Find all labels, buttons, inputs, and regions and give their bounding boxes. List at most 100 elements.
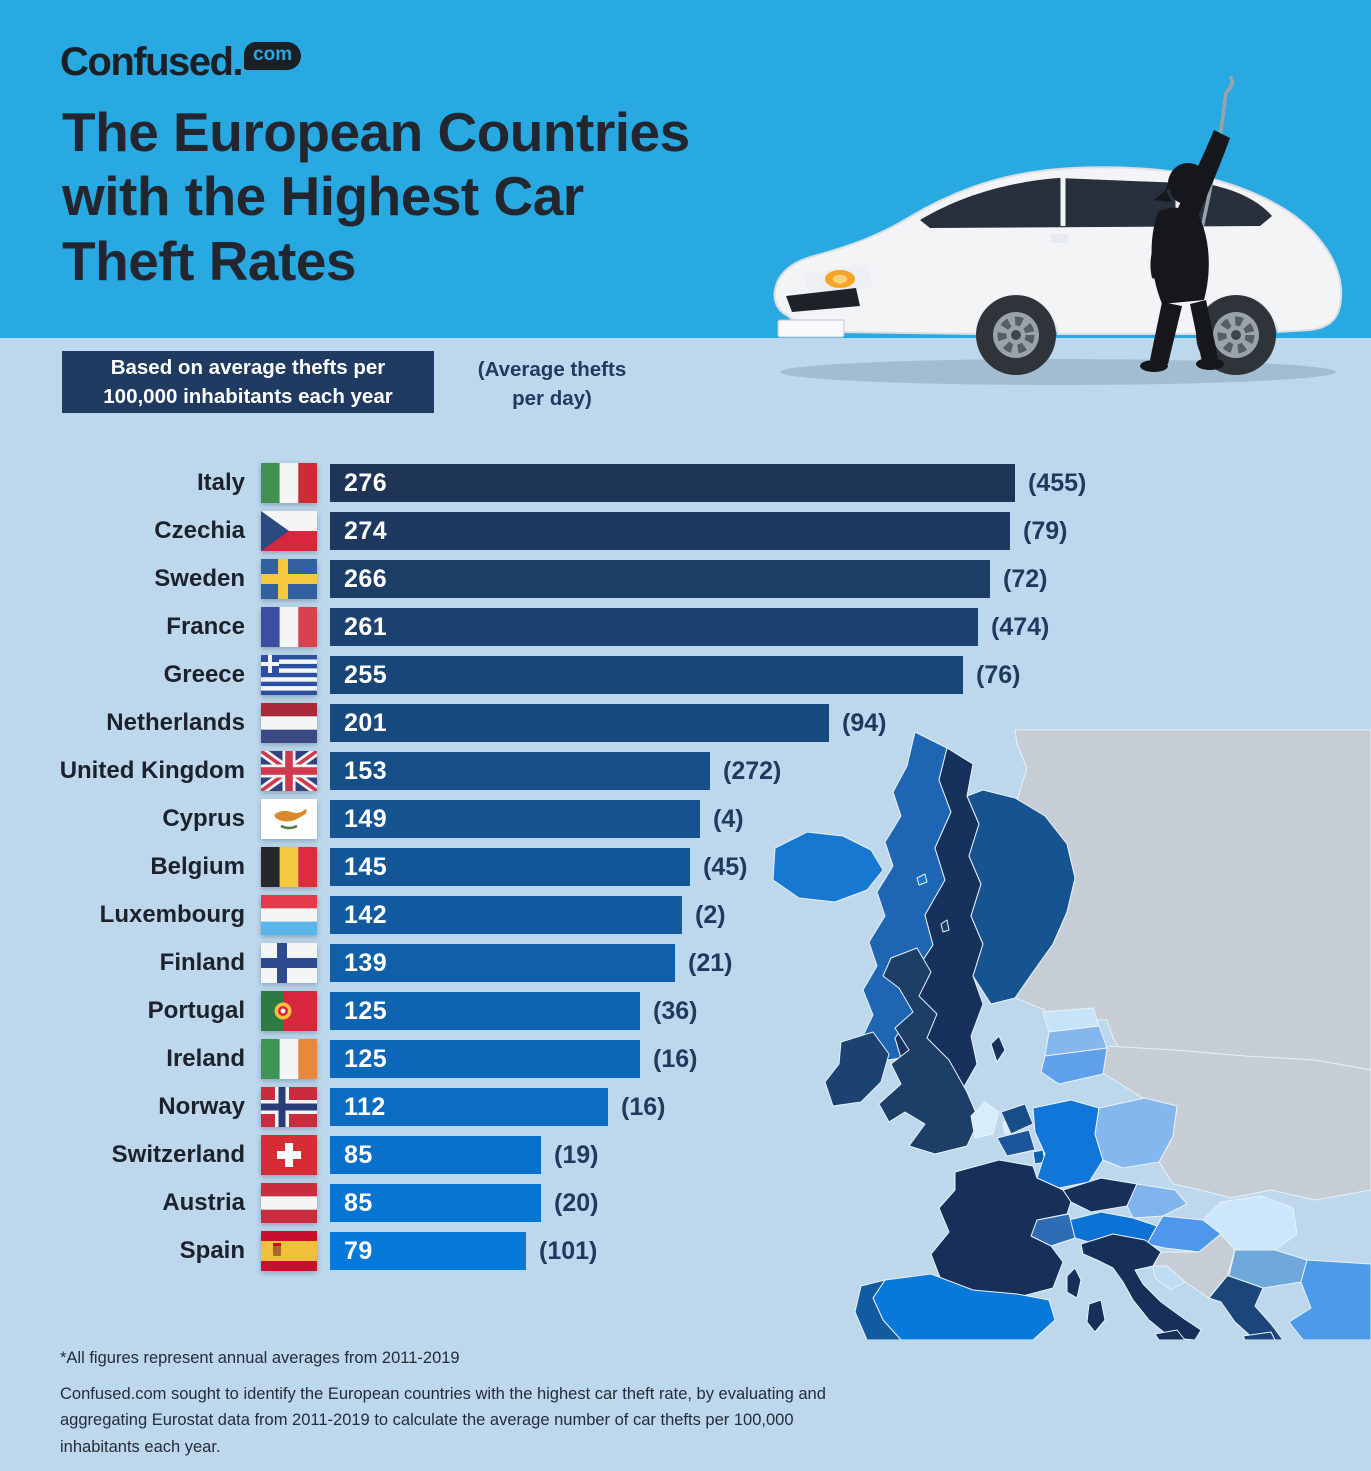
bar-value-label: 145 xyxy=(344,852,388,881)
europe-map xyxy=(772,729,1371,1340)
map-iceland xyxy=(772,831,884,903)
map-lithuania xyxy=(1040,1047,1108,1085)
per-day-label: (19) xyxy=(554,1140,599,1169)
bar-france: 261 xyxy=(330,608,978,646)
map-netherlands xyxy=(1000,1103,1034,1135)
bar-value-label: 266 xyxy=(344,564,388,593)
bar-sweden: 266 xyxy=(330,560,990,598)
map-slovakia xyxy=(1126,1183,1188,1219)
flag-be-icon xyxy=(261,847,317,887)
flag-se-icon xyxy=(261,559,317,599)
chart-row-spain: Spain 79 (101) xyxy=(40,1231,1086,1271)
bar-greece: 255 xyxy=(330,656,963,694)
flag-pt-icon xyxy=(261,991,317,1031)
bar-value-label: 149 xyxy=(344,804,388,833)
per-day-label: (72) xyxy=(1003,564,1048,593)
country-label: Ireland xyxy=(166,1045,245,1072)
bar-norway: 112 xyxy=(330,1088,608,1126)
bar-value-label: 125 xyxy=(344,996,388,1025)
bar-portugal: 125 xyxy=(330,992,640,1030)
chart-row-italy: Italy 276 (455) xyxy=(40,463,1086,503)
car-thief-illustration xyxy=(773,74,1343,385)
per-day-label: (79) xyxy=(1023,516,1068,545)
per-day-note-line-2: per day) xyxy=(512,387,592,411)
map-denmark xyxy=(970,1101,1000,1139)
chart-row-france: France 261 (474) xyxy=(40,607,1086,647)
country-label: Cyprus xyxy=(162,805,245,832)
flag-gr-icon xyxy=(261,655,317,695)
thief-silhouette xyxy=(1140,130,1230,372)
country-label: Austria xyxy=(162,1189,245,1216)
bar-belgium: 145 xyxy=(330,848,690,886)
per-day-label: (45) xyxy=(703,852,748,881)
per-day-label: (455) xyxy=(1028,468,1087,497)
title-line-1: The European Countries xyxy=(62,101,690,163)
flag-cy-icon xyxy=(261,799,317,839)
bar-czechia: 274 xyxy=(330,512,1010,550)
map-belgium xyxy=(996,1129,1036,1157)
title-line-2: with the Highest Car xyxy=(62,165,584,228)
bar-value-label: 142 xyxy=(344,900,388,929)
bar-value-label: 85 xyxy=(344,1188,373,1217)
bar-value-label: 255 xyxy=(344,660,388,689)
per-day-label: (76) xyxy=(976,660,1021,689)
map-crete xyxy=(1242,1331,1276,1340)
page-title: The European Countries with the Highest … xyxy=(62,100,690,293)
map-sardinia xyxy=(1086,1299,1106,1333)
per-day-label: (20) xyxy=(554,1188,599,1217)
slim-jim-hook xyxy=(1224,74,1234,94)
chart-row-finland: Finland 139 (21) xyxy=(40,943,1086,983)
bar-ireland: 125 xyxy=(330,1040,640,1078)
license-plate xyxy=(777,319,845,338)
bar-value-label: 276 xyxy=(344,468,388,497)
chart-row-greece: Greece 255 (76) xyxy=(40,655,1086,695)
chart-row-sweden: Sweden 266 (72) xyxy=(40,559,1086,599)
per-day-label: (2) xyxy=(695,900,726,929)
bar-austria: 85 xyxy=(330,1184,541,1222)
map-france xyxy=(930,1159,1072,1299)
flag-es-icon xyxy=(261,1231,317,1271)
map-portugal xyxy=(854,1279,902,1340)
bar-value-label: 125 xyxy=(344,1044,388,1073)
badge-line-1: Based on average thefts per xyxy=(110,355,386,379)
country-label: Netherlands xyxy=(106,709,245,736)
bar-value-label: 139 xyxy=(344,948,388,977)
bar-switzerland: 85 xyxy=(330,1136,541,1174)
country-label: United Kingdom xyxy=(59,757,245,784)
bar-value-label: 274 xyxy=(344,516,388,545)
footnote-methodology: Confused.com sought to identify the Euro… xyxy=(60,1385,826,1456)
badge-line-2: 100,000 inhabitants each year xyxy=(103,385,393,408)
per-day-label: (101) xyxy=(539,1236,598,1265)
flag-no-icon xyxy=(261,1087,317,1127)
map-corsica xyxy=(1066,1267,1082,1299)
footnote-averages: *All figures represent annual averages f… xyxy=(60,1349,460,1367)
per-day-label: (272) xyxy=(723,756,782,785)
bar-value-label: 85 xyxy=(344,1140,373,1169)
chart-row-netherlands: Netherlands 201 (94) xyxy=(40,703,1086,743)
bar-luxembourg: 142 xyxy=(330,896,682,934)
per-day-note-line-1: (Average thefts xyxy=(477,358,627,381)
bar-chart: Italy 276 (455) Czechia 274 (79) Sweden 266 (72)… xyxy=(40,463,1086,1279)
bar-value-label: 201 xyxy=(344,708,388,737)
per-day-label: (16) xyxy=(653,1044,698,1073)
map-gotland xyxy=(990,1035,1006,1063)
per-day-note: (Average thefts per day) xyxy=(446,355,658,413)
map-uk xyxy=(878,947,980,1155)
chart-row-united-kingdom: United Kingdom 153 (272) xyxy=(40,751,1086,791)
bar-finland: 139 xyxy=(330,944,675,982)
bar-united-kingdom: 153 xyxy=(330,752,710,790)
country-label: Norway xyxy=(158,1093,245,1120)
chart-row-norway: Norway 112 (16) xyxy=(40,1087,1086,1127)
chart-row-czechia: Czechia 274 (79) xyxy=(40,511,1086,551)
map-ireland xyxy=(824,1031,890,1107)
country-label: Switzerland xyxy=(111,1141,245,1168)
per-day-label: (36) xyxy=(653,996,698,1025)
country-label: Sweden xyxy=(154,565,245,592)
flag-ie-icon xyxy=(261,1039,317,1079)
flag-nl-icon xyxy=(261,703,317,743)
per-day-label: (94) xyxy=(842,708,887,737)
flag-it-icon xyxy=(261,463,317,503)
country-label: France xyxy=(166,613,245,640)
bar-netherlands: 201 xyxy=(330,704,829,742)
chart-row-austria: Austria 85 (20) xyxy=(40,1183,1086,1223)
